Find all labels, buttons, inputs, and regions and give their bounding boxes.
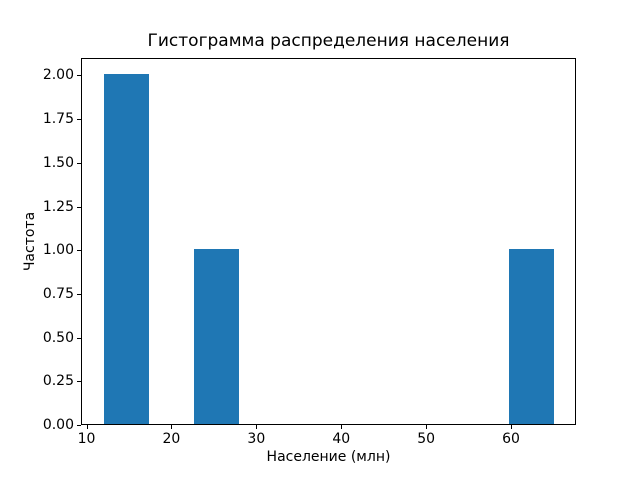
y-tick-label: 2.00 [42,67,74,84]
y-tick-mark [77,119,81,121]
plot-area [81,58,576,425]
x-tick-label: 40 [332,431,351,447]
y-tick-label: 0.75 [42,285,74,302]
y-tick-label: 0.00 [42,417,74,433]
x-tick-mark [256,425,258,429]
chart-title: Гистограмма распределения населения [147,31,510,51]
y-tick-mark [77,337,81,339]
y-tick-label: 1.75 [42,111,74,128]
x-axis-label: Население (млн) [266,449,391,465]
x-tick-label: 10 [77,431,96,447]
y-tick-mark [77,381,81,383]
histogram-bar [103,74,149,424]
y-tick-label: 1.25 [42,198,74,215]
y-tick-mark [77,293,81,295]
y-tick-label: 1.00 [42,242,74,259]
y-tick-mark [77,75,81,77]
y-tick-mark [77,162,81,164]
x-tick-mark [511,425,513,429]
y-tick-label: 1.50 [42,154,74,171]
y-tick-label: 0.50 [42,329,74,346]
x-tick-label: 60 [502,431,520,447]
x-tick-label: 50 [417,431,436,447]
x-tick-mark [341,425,343,429]
y-tick-mark [77,250,81,252]
x-tick-mark [86,425,88,429]
histogram-bar [193,249,239,424]
y-tick-label: 0.25 [42,373,74,390]
x-tick-mark [426,425,428,429]
x-tick-label: 20 [162,431,181,447]
x-tick-mark [171,425,173,429]
y-tick-mark [77,425,81,426]
y-tick-mark [77,206,81,208]
histogram-bar [508,249,554,424]
x-tick-label: 30 [247,431,266,447]
y-axis-label: Частота [22,211,38,272]
